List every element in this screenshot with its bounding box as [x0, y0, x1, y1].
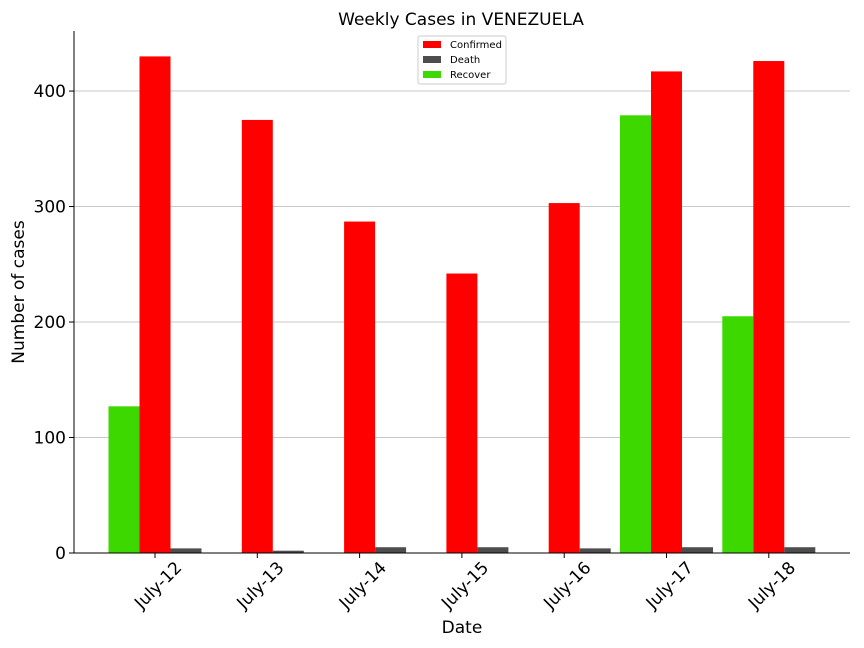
legend-label-death: Death — [450, 55, 480, 66]
y-ticks: 0 100 200 300 400 — [34, 82, 74, 564]
legend-swatch-confirmed — [423, 41, 441, 48]
bar-recover — [722, 316, 754, 553]
chart-title: Weekly Cases in VENEZUELA — [338, 10, 584, 30]
legend-label-recover: Recover — [450, 70, 491, 81]
bar-death — [272, 550, 304, 553]
bar-death — [579, 548, 611, 553]
x-tick-label: July-13 — [233, 558, 289, 614]
legend: Confirmed Death Recover — [417, 35, 507, 85]
bar-death — [170, 548, 202, 553]
bar-confirmed — [139, 56, 171, 554]
x-tick-label: July-15 — [437, 558, 493, 614]
bar-confirmed — [548, 203, 580, 553]
bar-death — [477, 547, 509, 553]
x-tick-label: July-18 — [744, 558, 800, 614]
bar-confirmed — [753, 61, 785, 553]
y-tick-label: 400 — [34, 82, 66, 102]
y-tick-label: 100 — [34, 429, 66, 449]
x-tick-label: July-12 — [130, 558, 186, 614]
bar-death — [784, 547, 816, 553]
bar-death — [375, 547, 407, 553]
bar-confirmed — [241, 119, 273, 554]
legend-swatch-death — [423, 56, 441, 63]
legend-swatch-recover — [423, 71, 441, 78]
bar-confirmed — [344, 221, 376, 553]
bar-confirmed — [446, 273, 478, 553]
y-tick-label: 200 — [34, 313, 66, 333]
bar-confirmed — [651, 71, 682, 554]
y-tick-label: 0 — [55, 544, 66, 564]
legend-label-confirmed: Confirmed — [450, 40, 502, 51]
y-tick-label: 300 — [34, 198, 66, 218]
y-axis-label: Number of cases — [9, 220, 29, 364]
x-tick-label: July-16 — [539, 558, 595, 614]
x-ticks: July-12 July-13 July-14 July-15 July-16 July-… — [130, 553, 800, 614]
bars — [108, 56, 816, 554]
bar-death — [682, 547, 713, 553]
bar-recover — [620, 115, 651, 554]
x-tick-label: July-17 — [642, 558, 698, 614]
x-axis-label: Date — [442, 618, 483, 638]
bar-recover — [108, 406, 140, 553]
x-tick-label: July-14 — [335, 558, 391, 614]
